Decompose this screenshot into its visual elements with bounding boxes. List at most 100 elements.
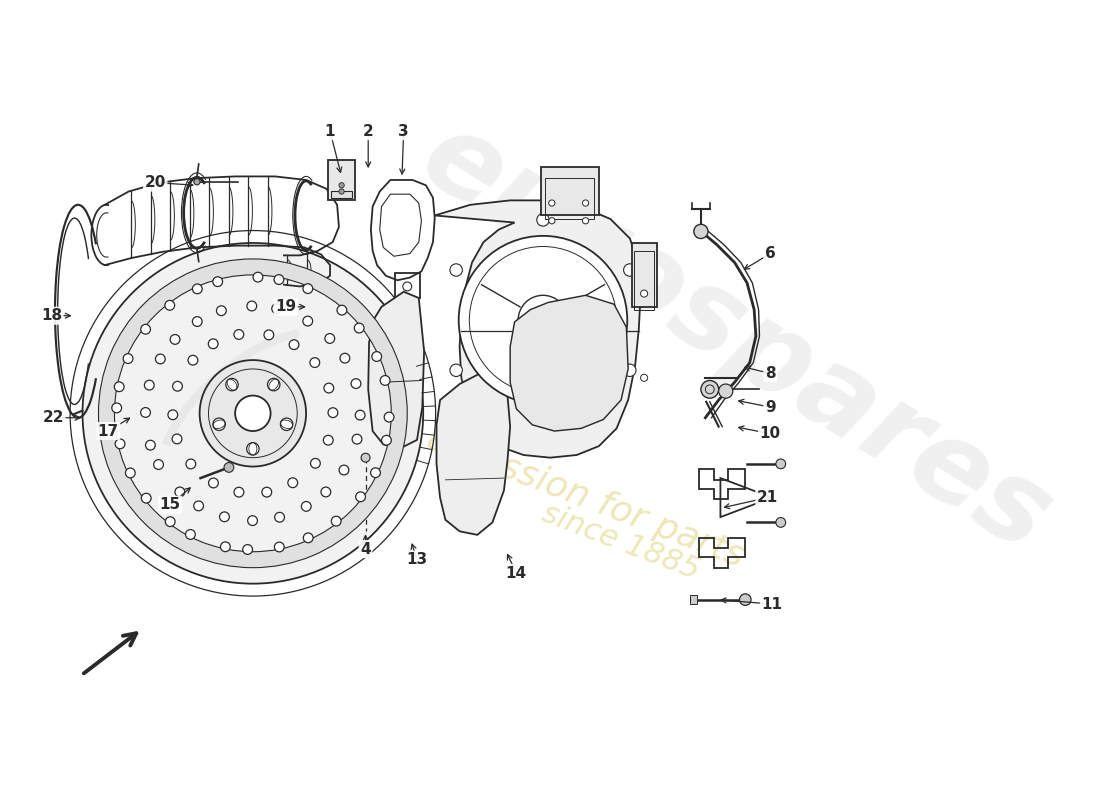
Bar [544, 178, 594, 219]
Circle shape [549, 200, 556, 206]
Circle shape [337, 306, 346, 315]
Circle shape [624, 264, 636, 276]
Bar [691, 595, 697, 604]
Circle shape [339, 189, 344, 194]
Circle shape [304, 533, 313, 542]
Circle shape [82, 243, 424, 584]
Circle shape [212, 277, 222, 286]
Circle shape [170, 334, 180, 344]
Circle shape [208, 339, 218, 349]
Circle shape [310, 458, 320, 468]
Circle shape [274, 274, 284, 285]
Text: 3: 3 [398, 124, 409, 138]
Circle shape [381, 375, 390, 386]
Circle shape [112, 403, 122, 413]
Circle shape [141, 407, 151, 418]
Circle shape [352, 434, 362, 444]
Circle shape [302, 284, 312, 294]
Circle shape [302, 316, 312, 326]
Text: 13: 13 [406, 552, 428, 567]
Circle shape [275, 512, 285, 522]
Circle shape [186, 530, 196, 539]
Circle shape [186, 459, 196, 469]
Circle shape [640, 290, 648, 297]
Circle shape [450, 364, 462, 377]
Circle shape [246, 442, 260, 455]
Circle shape [114, 382, 124, 392]
Circle shape [141, 494, 151, 503]
Circle shape [224, 462, 234, 472]
Circle shape [194, 501, 204, 510]
Circle shape [253, 272, 263, 282]
Text: 8: 8 [764, 366, 776, 381]
Circle shape [323, 435, 333, 445]
Polygon shape [434, 200, 640, 458]
Circle shape [116, 439, 125, 449]
Text: 6: 6 [764, 246, 776, 261]
Text: 15: 15 [160, 497, 180, 512]
Circle shape [339, 465, 349, 475]
Text: 18: 18 [41, 308, 62, 323]
Circle shape [583, 218, 588, 224]
Circle shape [194, 178, 200, 185]
Circle shape [246, 301, 256, 311]
Circle shape [125, 468, 135, 478]
Circle shape [351, 378, 361, 389]
Circle shape [272, 304, 282, 314]
Circle shape [640, 374, 648, 382]
Circle shape [262, 487, 272, 497]
Circle shape [583, 200, 588, 206]
Circle shape [274, 542, 284, 552]
Circle shape [243, 545, 253, 554]
Circle shape [339, 182, 344, 188]
Text: 20: 20 [144, 175, 166, 190]
Circle shape [549, 218, 556, 224]
Circle shape [217, 306, 227, 315]
Circle shape [776, 459, 785, 469]
Circle shape [141, 324, 151, 334]
Text: 1: 1 [324, 124, 336, 138]
Text: 11: 11 [761, 597, 782, 611]
Circle shape [172, 434, 182, 444]
Circle shape [209, 478, 218, 488]
Circle shape [175, 487, 185, 497]
Circle shape [168, 410, 178, 420]
Text: a passion for parts: a passion for parts [422, 422, 749, 574]
Text: 4: 4 [360, 542, 371, 557]
Circle shape [145, 440, 155, 450]
Bar [631, 243, 657, 307]
Text: 10: 10 [759, 426, 781, 442]
Circle shape [537, 214, 549, 226]
Circle shape [165, 517, 175, 526]
Circle shape [321, 487, 331, 497]
Circle shape [372, 352, 382, 362]
Circle shape [459, 236, 627, 405]
Circle shape [355, 492, 365, 502]
Circle shape [234, 330, 244, 339]
Text: 21: 21 [757, 490, 778, 505]
Circle shape [331, 516, 341, 526]
Text: 17: 17 [98, 423, 119, 438]
Circle shape [739, 594, 751, 606]
Polygon shape [368, 292, 425, 449]
Bar [541, 166, 598, 215]
Circle shape [310, 358, 320, 367]
Circle shape [701, 381, 718, 398]
Circle shape [173, 382, 183, 391]
Circle shape [267, 378, 279, 391]
Circle shape [280, 418, 293, 430]
Circle shape [324, 383, 333, 393]
Circle shape [192, 317, 202, 326]
Circle shape [213, 418, 226, 430]
Circle shape [355, 410, 365, 420]
Circle shape [220, 542, 230, 552]
Circle shape [301, 502, 311, 511]
Circle shape [718, 384, 733, 398]
Circle shape [154, 460, 164, 470]
Circle shape [354, 323, 364, 333]
Text: 14: 14 [506, 566, 527, 581]
Circle shape [144, 380, 154, 390]
Circle shape [220, 512, 229, 522]
Circle shape [264, 330, 274, 340]
Text: 2: 2 [363, 124, 374, 138]
